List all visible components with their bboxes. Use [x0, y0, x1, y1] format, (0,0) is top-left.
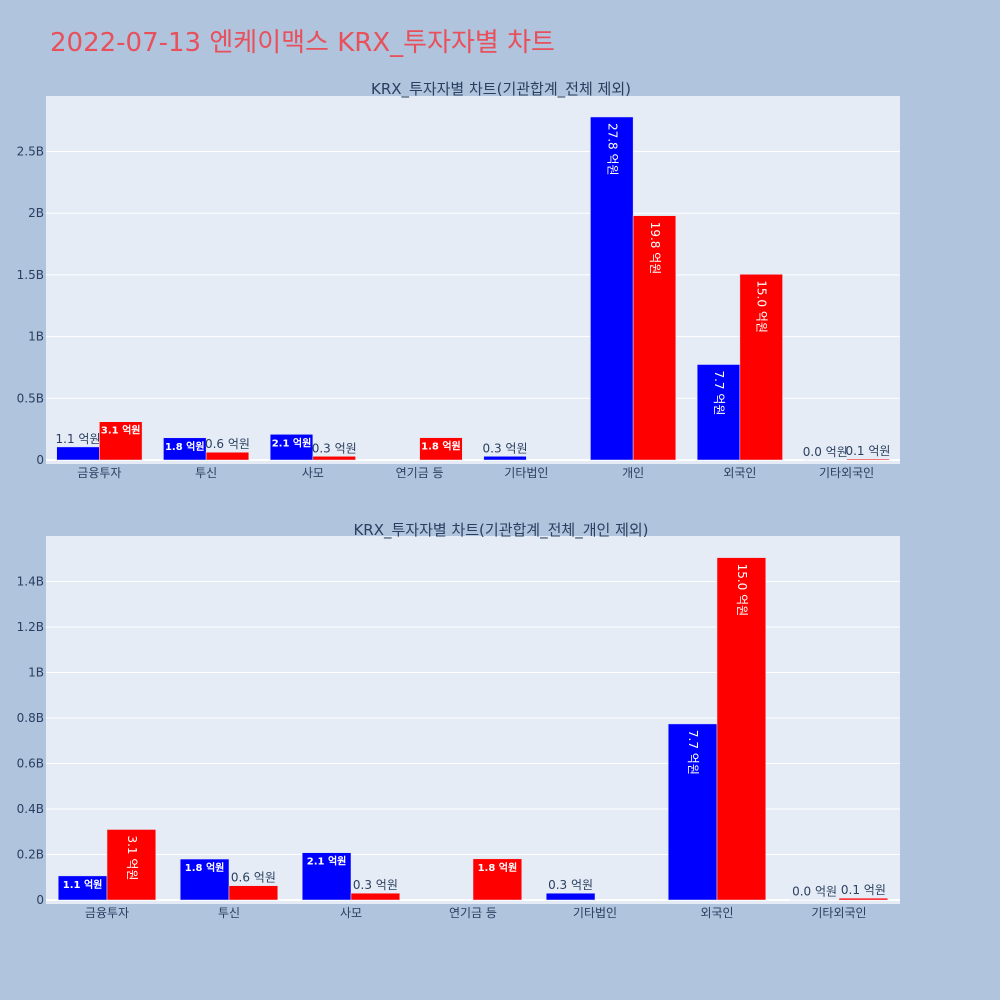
bar: [269, 434, 314, 461]
data-label: 1.8 억원: [478, 861, 518, 874]
y-tick-label: 1B: [28, 330, 44, 344]
x-tick-label: 연기금 등: [396, 466, 444, 480]
bar: [205, 451, 250, 461]
data-label: 0.1 억원: [845, 444, 890, 458]
y-tick-label: 1B: [28, 666, 44, 680]
bar: [99, 421, 143, 461]
y-tick-label: 0.2B: [17, 848, 44, 862]
data-label: 1.8 억원: [185, 861, 225, 874]
y-tick-label: 0.5B: [17, 391, 44, 405]
bar: [57, 875, 108, 901]
bar: [739, 274, 783, 461]
data-label: 1.1 억원: [63, 878, 103, 891]
data-label: 3.1 억원: [125, 835, 139, 880]
data-label: 0.3 억원: [353, 878, 398, 892]
x-tick-label: 기타외국인: [819, 466, 874, 480]
plot-area-2: [46, 536, 900, 904]
bar: [312, 456, 356, 461]
x-tick-label: 기타외국인: [811, 906, 866, 920]
bar: [472, 858, 523, 901]
x-tick-label: 투신: [195, 466, 217, 480]
data-label: 0.6 억원: [231, 871, 276, 885]
bar: [716, 557, 767, 901]
y-tick-label: 1.5B: [17, 268, 44, 282]
data-label: 0.0 억원: [803, 445, 848, 459]
bar: [179, 858, 230, 901]
data-label: 19.8 억원: [648, 222, 662, 275]
data-label: 0.3 억원: [548, 878, 593, 892]
y-tick-label: 2.5B: [17, 145, 44, 159]
bar: [301, 852, 352, 901]
x-tick-label: 외국인: [723, 466, 756, 480]
x-tick-label: 금융투자: [85, 906, 129, 920]
y-tick-label: 0.6B: [17, 757, 44, 771]
y-tick-label: 0.8B: [17, 711, 44, 725]
x-tick-label: 사모: [340, 906, 362, 920]
chart-title: KRX_투자자별 차트(기관합계_전체_개인 제외): [353, 521, 648, 540]
y-tick-label: 0: [36, 893, 44, 907]
bar: [667, 723, 718, 901]
data-label: 3.1 억원: [101, 424, 141, 437]
bar: [632, 215, 677, 461]
x-tick-label: 개인: [622, 466, 644, 480]
x-tick-label: 사모: [302, 466, 324, 480]
y-tick-label: 1.2B: [17, 620, 44, 634]
y-tick-label: 2B: [28, 206, 44, 220]
bar: [483, 456, 527, 461]
data-label: 7.7 억원: [712, 370, 726, 415]
bar: [419, 437, 463, 461]
data-label: 0.6 억원: [205, 437, 250, 451]
data-label: 0.1 억원: [841, 883, 886, 897]
data-label: 0.0 억원: [792, 885, 837, 899]
data-label: 0.3 억원: [483, 441, 528, 455]
data-label: 7.7 억원: [686, 730, 700, 775]
data-label: 15.0 억원: [755, 280, 769, 333]
bar: [590, 116, 634, 461]
x-tick-label: 금융투자: [77, 466, 121, 480]
bar: [350, 892, 401, 901]
data-label: 2.1 억원: [272, 436, 312, 449]
data-label: 27.8 억원: [605, 123, 619, 176]
y-tick-label: 0.4B: [17, 802, 44, 816]
data-label: 1.8 억원: [165, 440, 205, 453]
y-tick-label: 0: [36, 453, 44, 467]
chart-title: KRX_투자자별 차트(기관합계_전체 제외): [371, 80, 631, 99]
data-label: 1.8 억원: [421, 440, 461, 453]
bar: [545, 892, 596, 901]
data-label: 2.1 억원: [307, 855, 347, 868]
data-label: 15.0 억원: [735, 564, 749, 617]
x-tick-label: 기타법인: [573, 906, 617, 920]
x-tick-label: 연기금 등: [449, 906, 497, 920]
y-tick-label: 1.4B: [17, 575, 44, 589]
x-tick-label: 투신: [218, 906, 240, 920]
bar: [56, 446, 100, 461]
page-title: 2022-07-13 엔케이맥스 KRX_투자자별 차트: [50, 28, 555, 58]
bar: [106, 829, 157, 901]
bar: [228, 885, 279, 901]
data-label: 1.1 억원: [56, 432, 101, 446]
x-tick-label: 외국인: [700, 906, 733, 920]
bar: [838, 897, 889, 901]
x-tick-label: 기타법인: [504, 466, 548, 480]
bar: [846, 458, 890, 461]
data-label: 0.3 억원: [312, 441, 357, 455]
bar: [163, 437, 207, 461]
